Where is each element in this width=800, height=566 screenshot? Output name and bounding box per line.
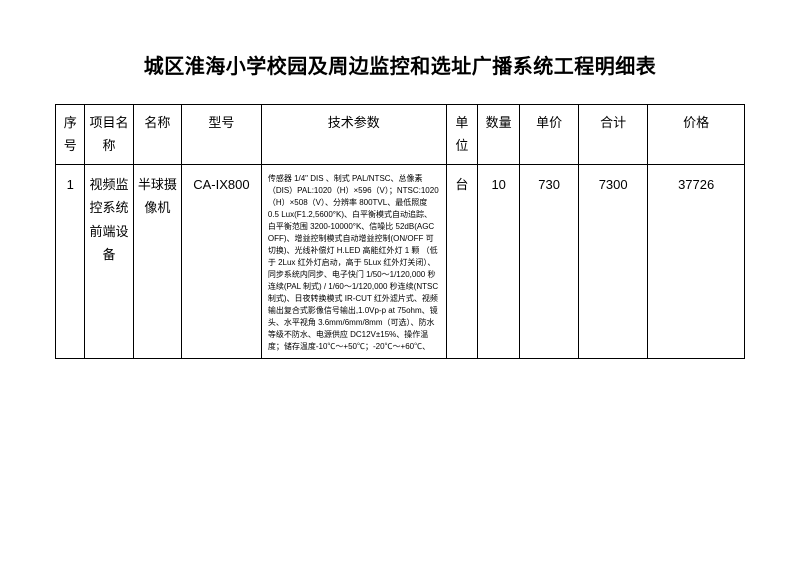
header-qty: 数量 [478,105,520,165]
cell-proj: 视频监控系统前端设备 [85,164,133,358]
page-title: 城区淮海小学校园及周边监控和选址广播系统工程明细表 [55,50,745,79]
cell-tech: 传感器 1/4" DIS 、制式 PAL/NTSC、总像素（DIS）PAL:10… [261,164,446,358]
header-model: 型号 [182,105,262,165]
header-price: 单价 [520,105,579,165]
header-name: 名称 [133,105,181,165]
header-unit: 单位 [446,105,478,165]
header-proj: 项目名称 [85,105,133,165]
cell-qty: 10 [478,164,520,358]
header-remark: 价格 [648,105,745,165]
header-row: 序号 项目名称 名称 型号 技术参数 单位 数量 单价 合计 价格 [56,105,745,165]
cell-price: 730 [520,164,579,358]
header-seq: 序号 [56,105,85,165]
cell-total: 7300 [579,164,648,358]
table-row: 1 视频监控系统前端设备 半球摄像机 CA-IX800 传感器 1/4" DIS… [56,164,745,358]
cell-unit: 台 [446,164,478,358]
cell-name: 半球摄像机 [133,164,181,358]
header-tech: 技术参数 [261,105,446,165]
detail-table: 序号 项目名称 名称 型号 技术参数 单位 数量 单价 合计 价格 1 视频监控… [55,104,745,359]
cell-remark: 37726 [648,164,745,358]
header-total: 合计 [579,105,648,165]
cell-seq: 1 [56,164,85,358]
cell-model: CA-IX800 [182,164,262,358]
